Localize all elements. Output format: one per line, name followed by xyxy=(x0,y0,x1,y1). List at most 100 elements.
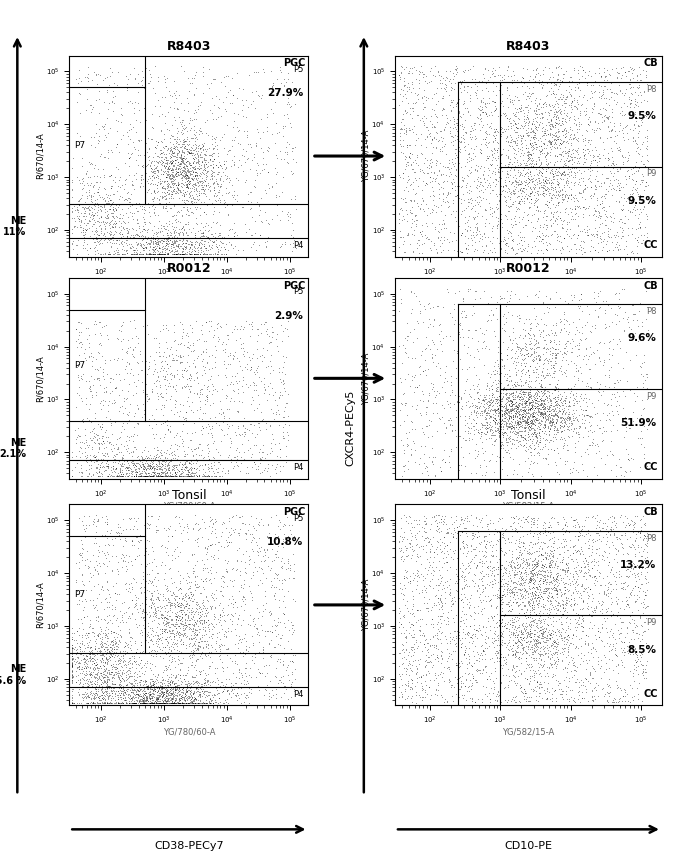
Point xyxy=(433,134,444,148)
Point xyxy=(636,137,647,150)
Point xyxy=(157,448,168,462)
Point xyxy=(517,609,528,622)
Point xyxy=(476,441,487,455)
Point xyxy=(435,76,446,90)
Point xyxy=(480,213,491,227)
Point xyxy=(127,685,138,699)
Point xyxy=(117,448,128,462)
Point xyxy=(117,463,128,477)
Point xyxy=(435,571,446,585)
Point xyxy=(253,684,264,698)
Point xyxy=(604,222,615,236)
Point xyxy=(476,695,487,709)
Point xyxy=(166,617,177,631)
Point xyxy=(235,634,246,648)
Point xyxy=(511,581,522,594)
Point xyxy=(552,410,563,424)
Point xyxy=(169,113,180,127)
Point xyxy=(606,434,617,448)
Point xyxy=(528,557,539,571)
Point xyxy=(532,150,543,163)
Point xyxy=(271,175,282,189)
Point xyxy=(522,413,533,427)
Point xyxy=(432,540,443,554)
Point xyxy=(150,161,161,174)
Point xyxy=(169,636,180,650)
Point xyxy=(229,525,240,539)
Point xyxy=(166,172,177,186)
Point xyxy=(67,675,78,689)
Point xyxy=(575,287,586,301)
Point xyxy=(497,399,508,413)
Point xyxy=(270,332,281,345)
Point xyxy=(474,400,485,414)
Point xyxy=(166,588,177,602)
Point xyxy=(188,587,199,600)
Point xyxy=(422,400,433,414)
Point xyxy=(539,400,550,414)
Point xyxy=(231,67,243,80)
Point xyxy=(107,634,118,648)
Point xyxy=(418,425,429,439)
Point xyxy=(74,675,85,689)
Point xyxy=(517,510,528,524)
Point xyxy=(543,402,554,416)
Point xyxy=(199,234,210,248)
Point xyxy=(604,98,615,112)
Point xyxy=(536,157,547,171)
Point xyxy=(434,624,445,638)
Point xyxy=(112,688,123,702)
Point xyxy=(396,192,407,205)
Point xyxy=(175,125,186,139)
Point xyxy=(530,374,541,387)
Point xyxy=(511,132,522,145)
Point xyxy=(597,83,608,97)
Point xyxy=(507,647,518,661)
Point xyxy=(198,231,209,245)
Point xyxy=(186,640,198,653)
Point xyxy=(493,534,504,548)
Point xyxy=(502,393,514,407)
Point xyxy=(583,569,594,582)
Point xyxy=(523,200,534,214)
Point xyxy=(121,244,132,257)
Point xyxy=(128,691,139,705)
Point xyxy=(184,613,195,627)
Point xyxy=(206,227,217,240)
Point xyxy=(586,347,597,361)
Point xyxy=(615,106,626,120)
Point xyxy=(217,188,228,202)
Point xyxy=(136,638,147,652)
Point xyxy=(101,694,112,708)
Point xyxy=(159,75,170,89)
Point xyxy=(407,101,419,115)
Point xyxy=(552,566,563,580)
Point xyxy=(110,660,121,674)
Point xyxy=(161,247,173,261)
Point xyxy=(622,312,633,326)
Point xyxy=(534,611,545,625)
Point xyxy=(173,183,184,197)
Point xyxy=(526,410,537,423)
Point xyxy=(283,97,295,111)
Point xyxy=(262,666,273,680)
Point xyxy=(166,655,177,669)
Point xyxy=(121,683,132,697)
Point xyxy=(565,96,576,109)
Point xyxy=(152,469,164,483)
Point xyxy=(161,681,173,695)
Point xyxy=(534,652,545,665)
Point xyxy=(509,109,520,122)
Point xyxy=(550,168,561,182)
Point xyxy=(520,187,532,201)
Point xyxy=(245,450,256,463)
Point xyxy=(625,644,636,657)
Point xyxy=(516,410,527,424)
Point xyxy=(101,688,112,702)
Point xyxy=(111,198,122,211)
Point xyxy=(152,233,163,246)
Point xyxy=(549,87,560,101)
Point xyxy=(437,236,448,250)
Point xyxy=(559,294,570,308)
Point xyxy=(198,613,209,627)
